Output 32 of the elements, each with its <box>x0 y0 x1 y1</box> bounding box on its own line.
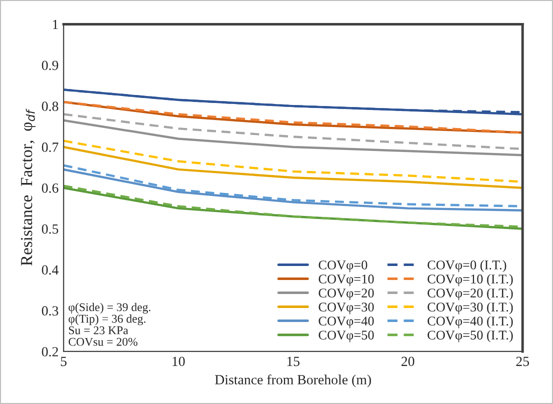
line-series <box>64 100 523 134</box>
y-tick-label: 0.4 <box>42 265 59 275</box>
legend-label: COVφ=10 (I.T.) <box>428 274 513 286</box>
x-tick-label: 15 <box>287 356 300 366</box>
legend-label: COVφ=40 (I.T.) <box>428 316 513 328</box>
legend-label: COVφ=20 (I.T.) <box>428 288 513 300</box>
legend-label: COVφ=30 <box>318 302 374 314</box>
y-tick-label: 0.6 <box>42 183 58 193</box>
x-tick-label: 25 <box>516 356 529 366</box>
legend-label: COVφ=10 <box>318 274 374 286</box>
line-series <box>64 119 523 156</box>
y-tick-label: 0.7 <box>42 142 58 152</box>
legend-label: COVφ=0 <box>318 260 368 272</box>
legend-label: COVφ=0 (I.T.) <box>428 260 506 272</box>
legend-label: COVφ=40 <box>318 316 374 328</box>
legend-label: COVφ=20 <box>318 288 374 300</box>
x-axis-title: Distance from Borehole (m) <box>215 374 371 388</box>
y-tick-label: 0.8 <box>42 102 58 112</box>
y-tick-label: 0.9 <box>42 60 58 70</box>
y-tick-label: 0.2 <box>42 347 58 356</box>
legend-label: COVφ=30 (I.T.) <box>428 302 513 314</box>
y-tick-label: 0.5 <box>42 224 58 234</box>
y-axis-title: Resistance Factor, φ$_{df}$ <box>20 108 36 266</box>
x-tick-label: 5 <box>60 356 67 366</box>
line-series <box>64 146 523 189</box>
x-tick-label: 20 <box>402 356 414 366</box>
x-tick-label: 10 <box>172 356 185 366</box>
legend-label: COVφ=50 (I.T.) <box>428 330 513 342</box>
legend-label: COVφ=50 <box>318 330 374 342</box>
y-tick-label: 1 <box>53 20 58 30</box>
annotation: φ(Side) = 39 deg. φ(Tip) = 36 deg. Su = 23 KPa COVsu = 20% <box>68 302 150 346</box>
y-tick-label: 0.3 <box>42 306 58 316</box>
